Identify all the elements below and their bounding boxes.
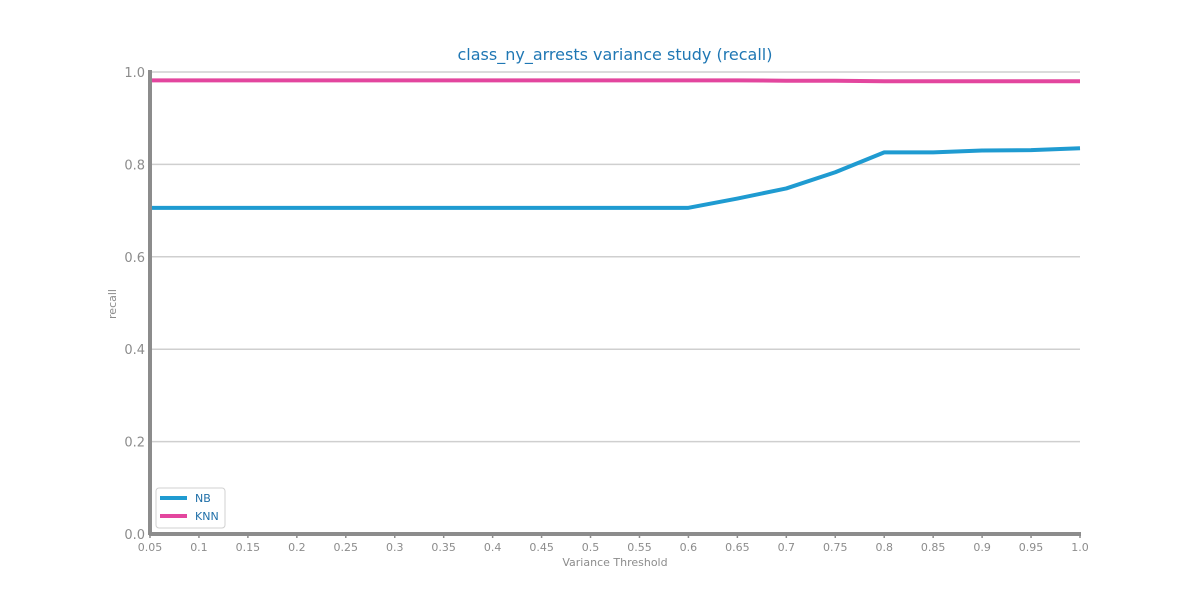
legend-label-knn: KNN	[195, 510, 219, 523]
x-tick-label: 0.55	[627, 541, 652, 554]
x-tick-label: 1.0	[1071, 541, 1089, 554]
series-line-knn	[150, 78, 1080, 84]
legend-label-nb: NB	[195, 492, 211, 505]
x-tick-label: 0.2	[288, 541, 306, 554]
x-tick-label: 0.3	[386, 541, 404, 554]
x-tick-label: 0.6	[680, 541, 698, 554]
axis-layer	[148, 70, 1081, 536]
y-tick-label: 0.2	[124, 436, 145, 451]
series-line-nb	[150, 146, 1081, 210]
x-tick-label: 0.05	[138, 541, 163, 554]
x-tick-label: 0.65	[725, 541, 750, 554]
x-tick-label: 0.8	[875, 541, 893, 554]
grid-layer	[150, 71, 1080, 443]
y-tick-label: 0.4	[124, 343, 145, 358]
x-tick-label: 0.85	[921, 541, 946, 554]
legend: NB KNN	[155, 487, 226, 529]
ticks-layer: 0.0 0.2 0.4 0.6 0.8 1.0 0.05 0.1 0.15 0.2 0.25 0.3 0…	[124, 66, 1088, 554]
y-tick-label: 0.8	[124, 158, 145, 173]
y-tick-label: 0.6	[124, 251, 145, 266]
x-tick-label: 0.35	[431, 541, 456, 554]
y-tick-label: 1.0	[124, 66, 145, 81]
y-axis-label: recall	[106, 289, 119, 319]
x-tick-label: 0.25	[334, 541, 359, 554]
x-tick-label: 0.4	[484, 541, 502, 554]
x-tick-label: 0.5	[582, 541, 600, 554]
x-axis-label: Variance Threshold	[562, 556, 667, 569]
x-tick-label: 0.95	[1019, 541, 1044, 554]
x-tick-label: 0.7	[778, 541, 796, 554]
x-tick-label: 0.75	[823, 541, 848, 554]
x-tick-label: 0.9	[973, 541, 991, 554]
series-layer	[150, 78, 1081, 210]
y-tick-label: 0.0	[124, 528, 145, 543]
chart-title: class_ny_arrests variance study (recall)	[457, 45, 772, 65]
x-tick-label: 0.15	[236, 541, 261, 554]
x-tick-label: 0.45	[529, 541, 554, 554]
x-tick-label: 0.1	[190, 541, 208, 554]
